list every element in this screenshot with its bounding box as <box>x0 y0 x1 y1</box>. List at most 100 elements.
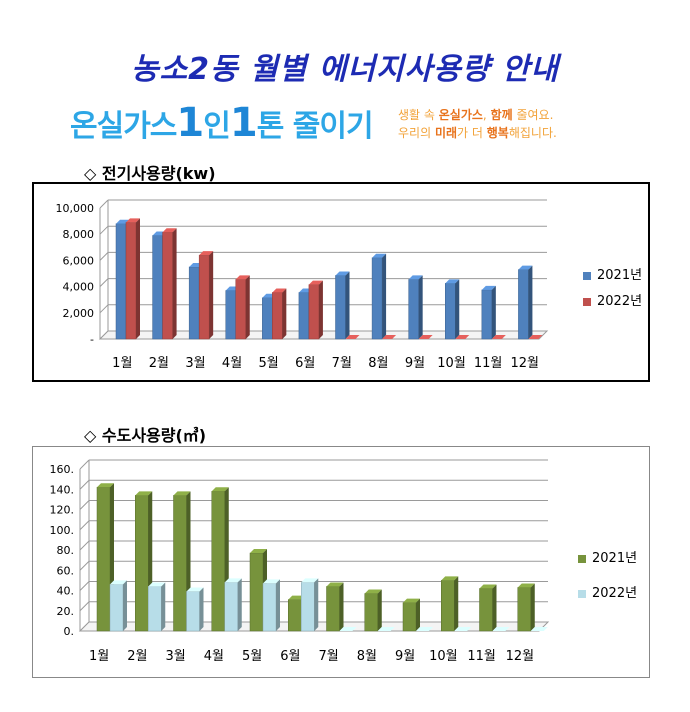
electric-bar-side <box>136 218 140 339</box>
electric-ytick-label: - <box>90 333 94 346</box>
slogan-sub-line1: 생활 속 온실가스, 함께 줄여요. <box>398 108 554 122</box>
water-bar-top <box>97 483 114 488</box>
water-ytick-label: 100. <box>50 524 75 537</box>
electric-bar-top <box>528 335 543 339</box>
electric-xtick-label: 3월 <box>185 356 205 371</box>
water-bar <box>211 491 225 632</box>
water-bar-top <box>224 578 242 583</box>
water-ytick-label: 60. <box>57 564 75 577</box>
electric-xtick-label: 10월 <box>437 356 466 371</box>
electric-bar-top <box>382 335 397 339</box>
electric-bar <box>335 275 346 340</box>
electric-xtick-label: 8월 <box>368 356 388 371</box>
water-bar-top <box>301 578 319 583</box>
water-bar-top <box>339 627 357 631</box>
electric-bar-top <box>445 279 460 284</box>
electric-bar-side <box>345 271 350 339</box>
electric-legend-2021: 2021년 <box>583 264 642 283</box>
water-bar-top <box>148 582 166 587</box>
water-xtick-label: 12월 <box>506 649 535 664</box>
water-bar <box>288 599 302 632</box>
electric-bar-top <box>335 271 350 276</box>
water-bar <box>173 495 187 632</box>
electric-grid-diag <box>99 199 109 209</box>
slogan-part3: 톤 줄이기 <box>256 109 374 144</box>
electric-bar-top <box>518 265 533 270</box>
electric-bar <box>262 297 273 340</box>
water-bar-top <box>403 598 420 603</box>
electric-bar-top <box>491 335 506 339</box>
electric-grid-diag <box>99 278 109 287</box>
legend-swatch <box>578 554 586 563</box>
electric-xtick-label: 2월 <box>149 356 169 371</box>
water-bar-side <box>492 584 497 631</box>
electric-bar <box>198 254 210 340</box>
water-xtick-label: 10월 <box>429 649 458 664</box>
electric-bar-side <box>209 251 214 339</box>
electric-grid-diag <box>99 225 109 235</box>
water-bar-top <box>186 587 204 592</box>
electric-bar <box>481 289 493 340</box>
electric-grid-diag <box>99 252 109 261</box>
water-bar-side <box>377 589 382 631</box>
water-grid-diag <box>79 500 90 510</box>
electric-section-title: ◇ 전기사용량(kw) <box>84 164 216 183</box>
water-bar <box>364 593 378 632</box>
electric-bar-top <box>408 275 423 280</box>
water-xtick-label: 7월 <box>319 649 339 664</box>
electric-bar-top <box>345 335 360 339</box>
electric-bar-side <box>245 275 250 339</box>
electric-bar-side <box>418 275 423 339</box>
water-bar-side <box>161 582 166 631</box>
electric-bar-top <box>372 253 387 258</box>
water-section-title: ◇ 수도사용량(㎥) <box>84 426 207 445</box>
water-xtick-label: 6월 <box>280 649 300 664</box>
water-bar-top <box>173 491 191 496</box>
water-bar-side <box>454 576 459 631</box>
electric-bar <box>371 257 383 340</box>
water-bar-top <box>135 491 153 496</box>
electric-xtick-label: 7월 <box>332 356 352 371</box>
electric-chart-box <box>32 182 650 382</box>
electric-bar-top <box>455 335 470 339</box>
water-chart-box <box>32 446 650 678</box>
slogan-sub: 생활 속 온실가스, 함께 줄여요. 우리의 미래가 더 행복해집니다. <box>398 106 557 142</box>
water-bar <box>326 586 340 632</box>
water-bar <box>109 584 124 632</box>
water-bar-top <box>326 582 344 587</box>
legend-swatch <box>583 297 591 306</box>
electric-bar <box>298 292 310 340</box>
slogan-part1: 온실가스 <box>70 109 177 144</box>
slogan-num1: 1 <box>176 100 204 146</box>
electric-bar-side <box>455 279 460 339</box>
water-xtick-label: 5월 <box>242 649 262 664</box>
water-bar <box>186 591 200 632</box>
water-xtick-label: 2월 <box>127 649 147 664</box>
water-bar-top <box>364 589 382 594</box>
electric-ytick-label: 4,000 <box>63 281 95 294</box>
water-bar <box>479 588 493 632</box>
water-bar <box>249 552 264 632</box>
electric-bar-top <box>126 218 140 223</box>
electric-bar <box>125 222 137 340</box>
slogan-banner: 온실가스1인1톤 줄이기 <box>70 100 374 146</box>
electric-bar <box>152 235 163 340</box>
electric-bar-side <box>382 253 387 339</box>
water-ytick-label: 40. <box>57 585 75 598</box>
water-bar-top <box>517 583 535 588</box>
water-bar <box>96 486 111 632</box>
legend-swatch <box>578 589 586 598</box>
electric-bar-side <box>282 288 287 339</box>
electric-bar <box>272 292 283 340</box>
water-bar <box>262 583 277 632</box>
water-legend-2022: 2022년 <box>578 582 637 601</box>
water-xtick-label: 11월 <box>467 649 496 664</box>
water-ytick-label: 120. <box>50 504 75 517</box>
water-bar-side <box>199 587 204 631</box>
water-bar-side <box>123 580 127 631</box>
electric-bar-top <box>199 251 214 256</box>
water-ytick-label: 0. <box>64 625 75 638</box>
water-bar-top <box>250 549 267 554</box>
water-bar-side <box>314 578 319 631</box>
